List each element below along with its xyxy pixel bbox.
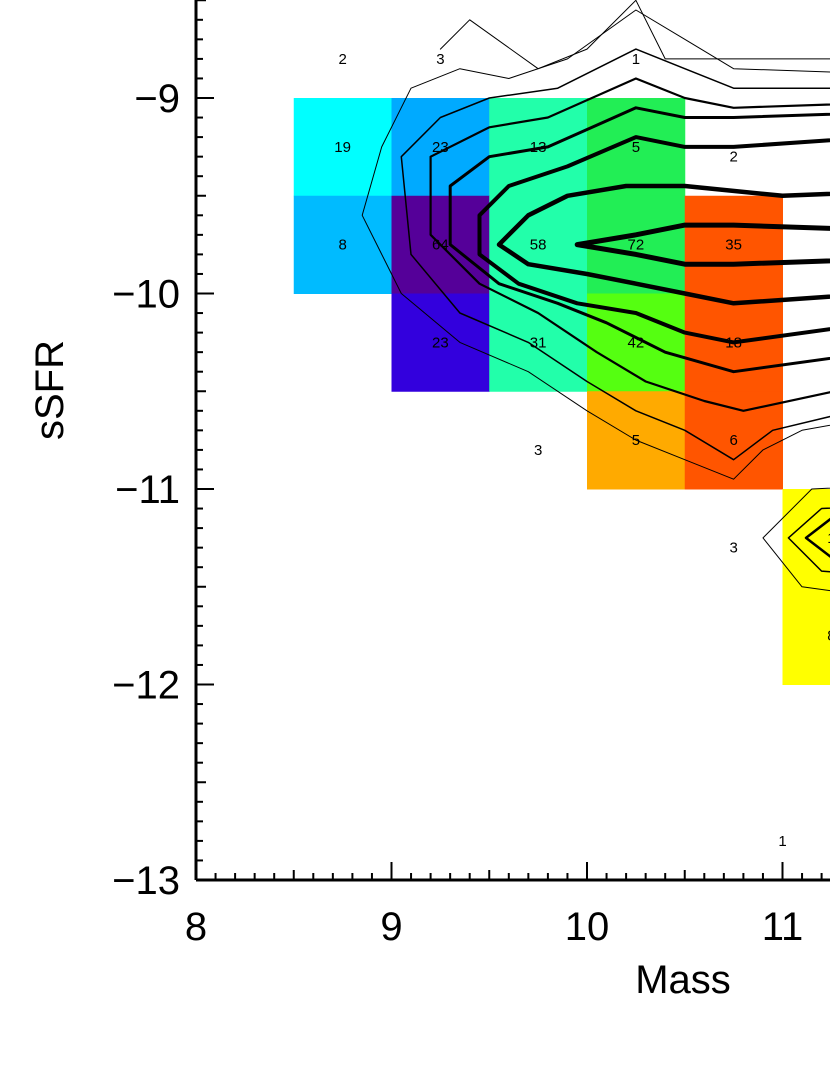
density-contours xyxy=(361,0,830,592)
cell-count-labels: 19231358645872352331421856182312331 xyxy=(334,51,830,850)
cell-count-label: 64 xyxy=(432,237,449,254)
cell-count-label: 31 xyxy=(530,334,547,351)
bin-count-label: 3 xyxy=(534,442,542,459)
cell-count-label: 5 xyxy=(632,432,640,449)
cell-count-label: 58 xyxy=(530,237,547,254)
cell-count-label: 5 xyxy=(632,139,640,156)
contour-line xyxy=(762,487,830,592)
bin-count-label: 1 xyxy=(632,51,640,68)
heatmap-cell xyxy=(391,98,490,197)
y-tick-label: −11 xyxy=(115,468,180,512)
cell-count-label: 72 xyxy=(628,237,645,254)
heatmap-cell xyxy=(293,195,392,294)
y-tick-label: −13 xyxy=(112,859,180,903)
heatmap-cell xyxy=(293,98,392,197)
x-tick-label: 10 xyxy=(565,905,610,949)
contour-line xyxy=(787,507,830,573)
cell-count-label: 8 xyxy=(338,237,346,254)
y-tick-label: −10 xyxy=(112,273,180,317)
bin-count-label: 2 xyxy=(338,51,346,68)
contour-line xyxy=(448,106,830,374)
contour-line xyxy=(361,9,830,480)
y-axis-label: sSFR xyxy=(28,340,72,440)
cell-count-label: 18 xyxy=(725,334,742,351)
bin-count-label: 2 xyxy=(729,149,737,166)
heatmap-cell xyxy=(782,586,830,685)
heatmap-cell xyxy=(684,195,783,294)
cell-count-label: 6 xyxy=(729,432,737,449)
bin-count-label: 3 xyxy=(436,51,444,68)
contour-line xyxy=(429,77,830,412)
cell-count-label: 19 xyxy=(334,139,351,156)
x-axis-label: Mass xyxy=(635,958,731,1002)
cell-count-label: 35 xyxy=(725,237,742,254)
cell-count-label: 8 xyxy=(827,628,830,645)
contour-line xyxy=(496,183,830,306)
x-tick-label: 8 xyxy=(185,905,207,949)
x-tick-label: 11 xyxy=(762,905,804,949)
y-tick-label: −9 xyxy=(134,77,180,121)
cell-count-label: 42 xyxy=(628,334,645,351)
x-tick-label: 9 xyxy=(380,905,402,949)
cell-count-label: 13 xyxy=(530,139,547,156)
cell-count-label: 23 xyxy=(432,139,449,156)
heatmap-cells xyxy=(293,98,830,685)
contour-line xyxy=(804,517,830,558)
contour-line xyxy=(477,135,830,345)
contour-line xyxy=(574,222,830,267)
bin-count-label: 3 xyxy=(729,540,737,557)
y-tick-label: −12 xyxy=(112,664,180,708)
axis-ticks: 8 9 10 11−9−10−11−12−13 xyxy=(112,0,823,949)
contour-line xyxy=(439,0,830,70)
cell-count-label: 1 xyxy=(827,530,830,547)
heatmap-cell xyxy=(391,293,490,392)
contour-line xyxy=(400,48,830,461)
axes: 8 9 10 11−9−10−11−12−13 xyxy=(112,0,830,949)
cell-count-label: 23 xyxy=(432,334,449,351)
bin-count-label: 1 xyxy=(778,833,786,850)
